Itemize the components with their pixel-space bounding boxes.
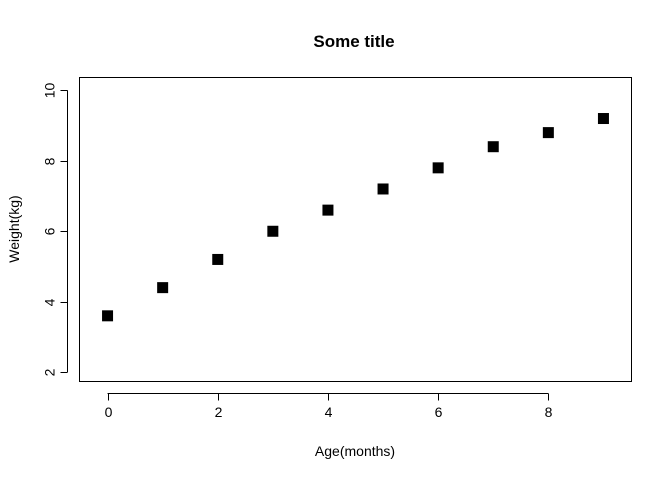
y-tick-label: 4 xyxy=(42,298,58,306)
data-point xyxy=(102,310,114,322)
data-points xyxy=(102,113,609,322)
data-point xyxy=(212,253,224,265)
x-tick-label: 4 xyxy=(325,404,333,420)
x-tick-label: 8 xyxy=(545,404,553,420)
plot-area xyxy=(79,77,632,382)
x-axis: 0 2 4 6 8 xyxy=(105,393,553,420)
data-point xyxy=(377,183,389,195)
x-tick-label: 6 xyxy=(435,404,443,420)
y-tick-label: 2 xyxy=(42,368,58,376)
y-tick-label: 8 xyxy=(42,157,58,165)
y-axis-label: Weight(kg) xyxy=(6,195,22,262)
data-point xyxy=(597,113,609,125)
y-axis: 2 4 6 8 10 xyxy=(42,83,68,376)
y-tick-label: 6 xyxy=(42,227,58,235)
data-point xyxy=(322,204,334,216)
x-tick-label: 0 xyxy=(105,404,113,420)
data-point xyxy=(487,141,499,153)
x-tick-label: 2 xyxy=(215,404,223,420)
chart-title: Some title xyxy=(313,32,394,51)
data-point xyxy=(542,127,554,139)
data-point xyxy=(267,225,279,237)
x-axis-label: Age(months) xyxy=(315,443,395,459)
data-point xyxy=(157,282,169,294)
y-tick-label: 10 xyxy=(42,83,58,99)
data-point xyxy=(432,162,444,174)
